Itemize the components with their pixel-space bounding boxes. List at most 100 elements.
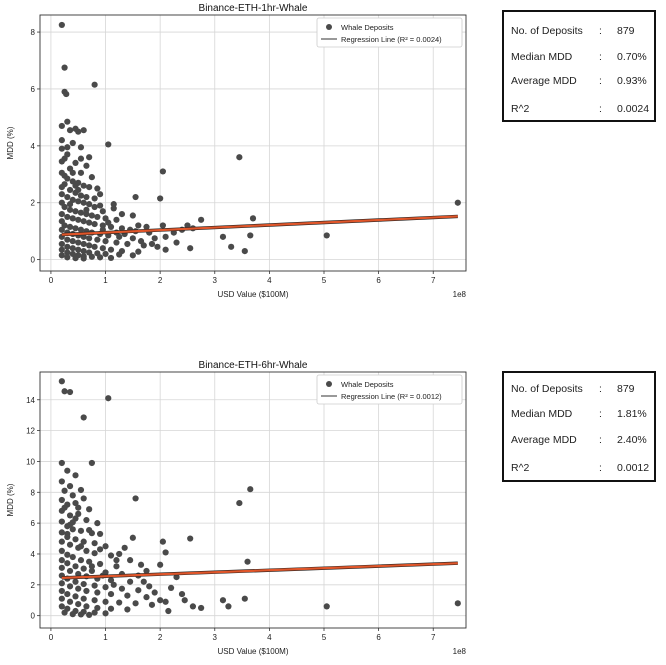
data-point [121,544,128,551]
data-point [58,564,65,571]
data-point [132,600,139,607]
stats-box-6hr: No. of Deposits : 879 Median MDD : 1.81%… [502,371,656,482]
stats-value: 0.0024 [617,103,650,115]
stats-separator: : [599,75,602,87]
data-point [116,550,123,558]
data-point [110,581,117,588]
data-point [94,185,101,192]
data-point [151,589,158,596]
legend-label-points: Whale Deposits [341,380,394,389]
x-tick-label: 3 [213,276,218,285]
data-point [61,155,68,162]
data-point [61,388,68,395]
data-point [80,565,87,572]
data-point [116,251,123,258]
data-point [64,243,71,250]
data-point [187,245,194,252]
y-tick-label: 6 [31,519,36,528]
data-point [110,205,117,212]
data-point [247,232,254,239]
regression-line [61,562,458,579]
data-point [66,521,74,528]
data-point [61,203,68,211]
stats-row-deposits: No. of Deposits : 879 [511,25,646,39]
data-point [80,240,87,248]
x-tick-label: 0 [49,276,54,285]
data-point [83,516,90,524]
data-point [58,496,65,504]
data-point [66,127,74,134]
data-point [102,610,109,617]
data-point [91,195,98,202]
data-point [61,504,68,511]
data-point [64,590,71,598]
y-axis-label: MDD (%) [6,483,15,516]
data-point [69,611,76,618]
data-point [66,483,74,490]
data-point [241,595,248,602]
data-point [189,603,197,610]
data-point [148,240,156,248]
data-point [113,557,120,564]
data-point [135,248,142,255]
data-point [66,206,74,213]
data-point [173,574,180,581]
data-point [69,526,76,533]
data-point [159,222,166,229]
y-tick-label: 4 [31,550,36,559]
data-point [61,609,68,616]
data-point [63,90,70,98]
data-point [124,592,131,599]
data-point [96,560,104,568]
data-point [64,560,71,567]
data-point [94,589,101,596]
x-tick-label: 1 [103,276,108,285]
data-point [64,551,71,558]
data-point [91,220,98,228]
data-point [83,206,90,213]
data-point [69,169,76,176]
data-point [75,216,82,223]
data-point [143,567,150,575]
data-point [167,584,175,592]
data-point [198,604,205,612]
data-point [80,414,87,421]
data-point [58,603,65,610]
data-point [184,222,191,229]
data-point [454,600,461,607]
data-point [127,557,134,564]
data-point [102,598,109,605]
data-point [64,144,71,151]
data-point [72,536,79,543]
data-point [86,558,93,565]
x-tick-label: 4 [267,276,272,285]
data-point [75,504,82,511]
data-point [72,225,79,232]
legend-marker-points [326,24,332,30]
legend-label-regression: Regression Line (R² = 0.0012) [341,392,442,401]
data-point [151,235,158,242]
y-tick-label: 6 [31,85,36,94]
stats-separator: : [599,103,602,115]
data-point [137,561,145,568]
data-point [96,191,104,198]
x-axis-label: USD Value ($100M) [218,647,289,656]
data-point [58,459,65,467]
data-point [69,215,76,222]
data-point [102,584,109,591]
data-point [77,209,85,216]
data-point [88,459,95,467]
data-point [135,587,142,594]
x-tick-label: 2 [158,633,163,642]
data-point [96,546,104,553]
data-point [75,198,82,205]
data-point [66,388,74,396]
data-point [91,243,98,250]
data-point [75,585,82,592]
data-point [75,239,82,246]
stats-label: Median MDD [511,51,573,63]
stats-separator: : [599,408,602,420]
data-point [99,245,106,252]
y-tick-label: 0 [31,256,36,265]
